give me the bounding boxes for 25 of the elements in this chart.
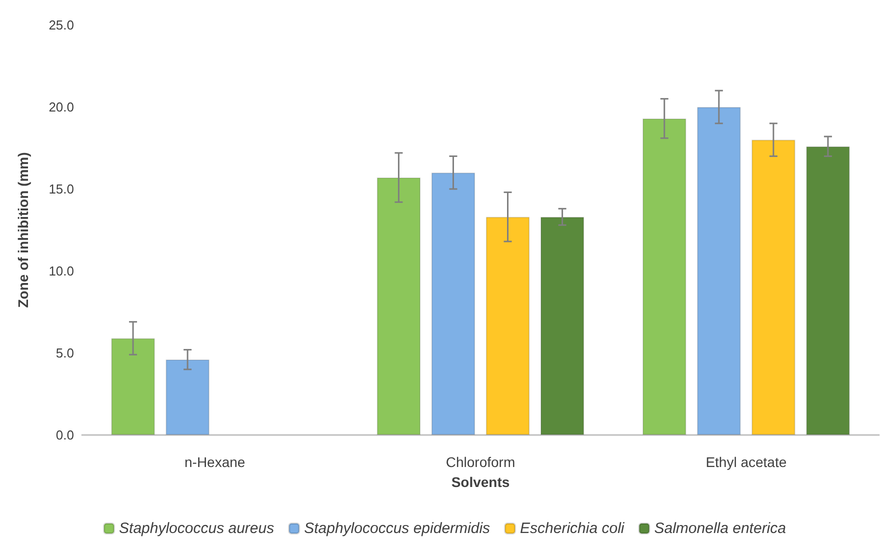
bar [376,178,421,435]
bar [111,338,155,435]
legend-label: Escherichia coli [520,520,625,537]
bar [806,146,850,435]
y-tick-label: 0.0 [56,428,74,442]
x-tick-label: n-Hexane [184,454,246,470]
x-axis-title: Solvents [451,474,510,490]
y-axis-title: Zone of inhibition (mm) [15,152,31,308]
bar [166,360,210,435]
legend-label: Salmonella enterica [654,520,786,537]
y-tick-label: 15.0 [48,182,74,196]
y-tick-label: 10.0 [48,264,74,278]
x-tick-label: Chloroform [446,454,516,470]
bar [642,118,686,435]
y-tick-label: 5.0 [56,346,74,360]
bar [486,216,530,435]
bar [697,107,741,435]
legend-label: Staphylococcus aureus [119,520,275,537]
y-tick-label: 25.0 [48,18,74,32]
legend-label: Staphylococcus epidermidis [304,520,491,537]
y-tick-label: 20.0 [48,100,74,114]
bar [752,140,796,435]
bar [540,216,584,435]
x-tick-label: Ethyl acetate [706,454,787,470]
bar [431,172,476,435]
